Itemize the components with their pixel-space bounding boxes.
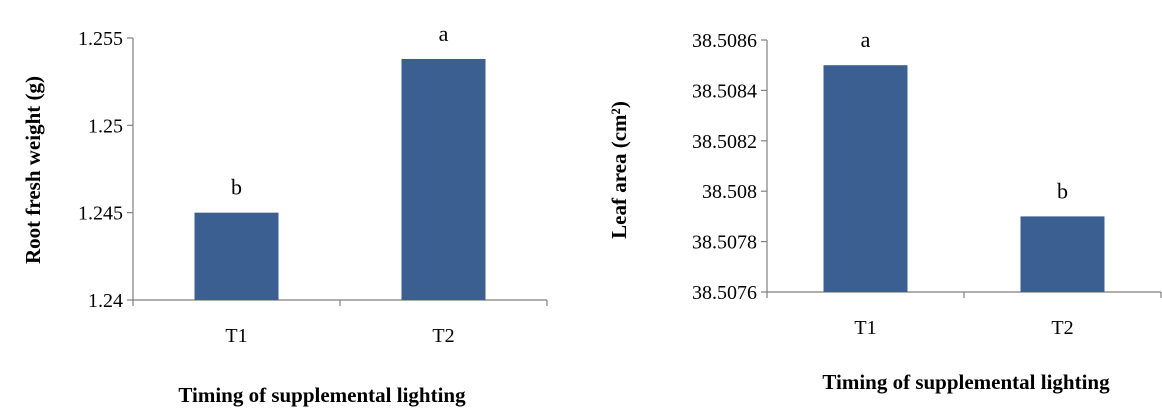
y-tick-label: 38.5076: [692, 282, 757, 304]
x-tick-label: T2: [1051, 317, 1073, 339]
significance-label: a: [439, 21, 449, 46]
x-axis-title: Timing of supplemental lighting: [178, 383, 466, 407]
y-tick-label: 1.255: [78, 28, 123, 50]
x-tick-label: T1: [854, 317, 876, 339]
y-tick-label: 38.5084: [692, 80, 757, 102]
y-tick-label: 38.5082: [692, 131, 757, 153]
y-tick-label: 1.245: [78, 203, 123, 225]
leaf-area-chart: a b 38.5076 38.5078 38.508 38.5082 38.5084 38.…: [607, 27, 1162, 394]
y-axis-title: Leaf area (cm²): [607, 101, 631, 239]
bar-t2: [1020, 216, 1105, 292]
significance-label: b: [1057, 178, 1068, 203]
y-tick-label: 1.25: [88, 115, 123, 137]
significance-label: a: [861, 27, 871, 52]
x-tick-label: T1: [225, 325, 247, 347]
root-fresh-weight-chart: b a 1.24 1.245 1.25 1.255 T1 T2 Timing of sup…: [21, 21, 548, 407]
y-tick-label: 1.24: [88, 290, 123, 312]
y-tick-label: 38.5078: [692, 232, 757, 254]
y-tick-label: 38.508: [702, 181, 757, 203]
x-axis-title: Timing of supplemental lighting: [822, 370, 1110, 394]
bar-t1: [194, 212, 279, 300]
bar-t2: [401, 58, 486, 301]
y-tick-label: 38.5086: [692, 30, 757, 52]
y-axis-title: Root fresh weight (g): [21, 76, 45, 264]
significance-label: b: [231, 175, 242, 200]
bar-t1: [823, 65, 908, 292]
x-tick-label: T2: [432, 325, 454, 347]
